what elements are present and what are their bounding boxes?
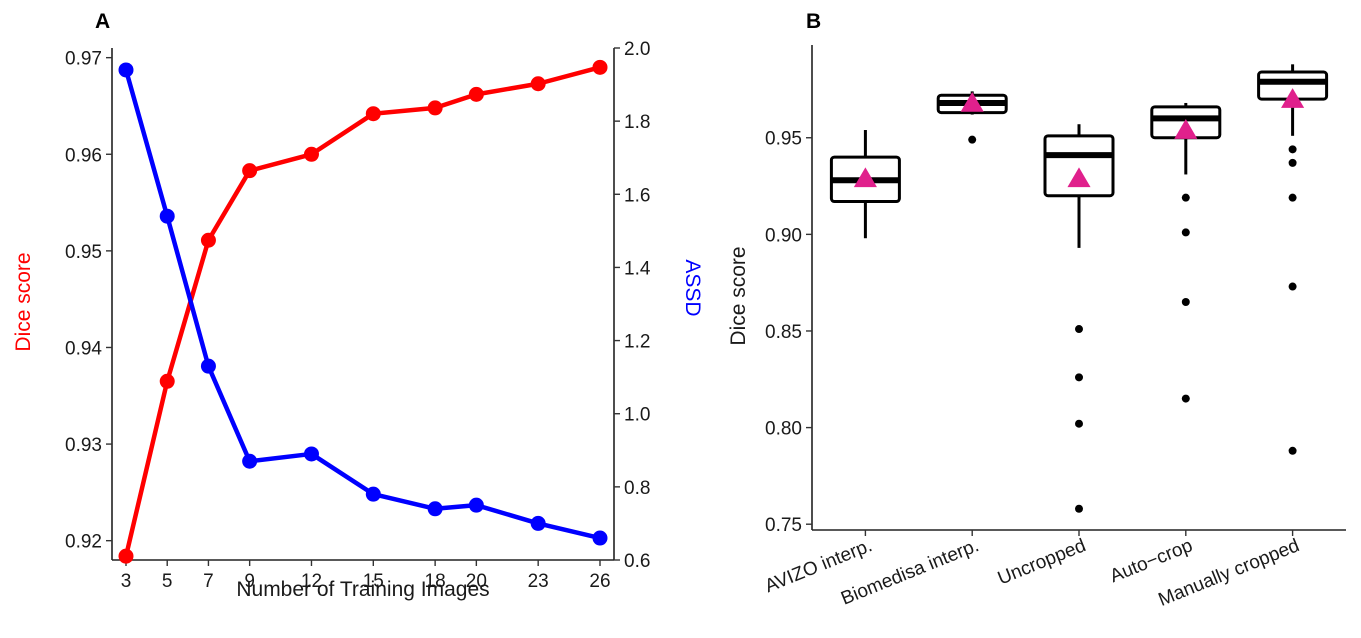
panel-a: A 3 5 7 9 12 15 18 20 23 26 0.92 0.93 0.94 0.95 0.96 0.… <box>12 10 704 601</box>
dice-series <box>118 59 608 564</box>
panel-b-y-tick-label: 0.75 <box>765 515 802 536</box>
box-plot <box>1043 124 1115 513</box>
outlier-point <box>1075 504 1083 513</box>
box-plot <box>1150 102 1222 403</box>
box-iqr <box>1043 134 1115 198</box>
panel-a-x-tick-label: 15 <box>363 571 384 592</box>
data-point <box>592 530 608 546</box>
panel-a-y-axis-title: Dice score <box>12 252 35 351</box>
outlier-point <box>1288 446 1297 455</box>
data-point <box>118 62 134 78</box>
panel-a-x-tick-label: 7 <box>203 571 214 592</box>
series-line <box>123 69 601 541</box>
panel-a-letter: A <box>95 10 110 33</box>
data-point <box>468 497 484 513</box>
panel-a-y-tick-label: 0.97 <box>65 49 102 70</box>
mean-marker <box>1281 88 1305 108</box>
data-point <box>530 76 546 92</box>
panel-b-y-tick-label: 0.90 <box>765 225 802 246</box>
panel-a-y-tick-label: 0.92 <box>65 532 102 553</box>
data-point <box>242 163 258 179</box>
box-plot <box>1257 64 1329 455</box>
panel-a-x-tick-label: 18 <box>425 571 446 592</box>
panel-a-y-tick-label: 0.93 <box>65 435 102 456</box>
panel-a-y-tick-label: 0.94 <box>65 338 102 359</box>
outlier-point <box>1288 282 1297 291</box>
outlier-point <box>1075 325 1083 334</box>
data-point <box>159 208 175 224</box>
panel-b-y-axis-title: Dice score <box>727 246 750 345</box>
data-point <box>200 232 216 248</box>
mean-marker <box>853 167 877 188</box>
panel-a-y2-tick-label: 1.6 <box>624 185 650 206</box>
panel-b-y-tick-label: 0.85 <box>765 322 802 343</box>
panel-a-y2-tick-label: 1.2 <box>624 332 650 353</box>
mean-marker <box>1067 167 1091 188</box>
data-point <box>303 446 319 462</box>
outlier-point <box>1288 145 1297 154</box>
outlier-point <box>1181 394 1190 403</box>
panel-b-x-tick-label: Uncropped <box>995 535 1089 589</box>
outlier-point <box>1181 297 1190 306</box>
box-plot <box>829 130 901 239</box>
panel-a-y-tick-label: 0.96 <box>65 145 102 166</box>
outlier-point <box>968 135 977 144</box>
data-point <box>303 146 319 162</box>
panel-b-y-tick-label: 0.95 <box>765 129 802 150</box>
data-point <box>468 86 484 102</box>
panel-a-y2-axis-title: ASSD <box>681 259 704 316</box>
outlier-point <box>1075 419 1083 428</box>
box-plot <box>936 91 1008 144</box>
outlier-point <box>1288 158 1297 167</box>
outlier-point <box>1181 228 1190 237</box>
outlier-point <box>1181 193 1190 202</box>
outlier-point <box>1075 373 1083 382</box>
panel-b-letter: B <box>806 10 821 33</box>
data-point <box>530 515 546 531</box>
panel-a-y-tick-label: 0.95 <box>65 242 102 263</box>
panel-a-x-tick-label: 20 <box>466 571 487 592</box>
panel-a-y2-tick-label: 1.4 <box>624 258 651 279</box>
data-point <box>242 453 258 469</box>
panel-a-x-tick-label: 12 <box>301 571 322 592</box>
data-point <box>427 100 443 116</box>
data-point <box>159 373 175 389</box>
data-point <box>365 486 381 502</box>
data-point <box>118 548 134 564</box>
assd-series <box>118 62 608 546</box>
data-point <box>592 59 608 75</box>
panel-b-y-tick-label: 0.80 <box>765 419 802 440</box>
mean-marker <box>960 91 984 112</box>
data-point <box>365 106 381 122</box>
panel-a-x-tick-label: 5 <box>162 571 173 592</box>
series-line <box>123 65 601 557</box>
outlier-point <box>1288 193 1297 202</box>
panel-a-y2-tick-label: 1.0 <box>624 405 650 426</box>
panel-a-x-axis-title: Number of Training Images <box>236 578 489 601</box>
data-point <box>427 501 443 517</box>
panel-a-x-tick-label: 23 <box>528 571 549 592</box>
panel-a-x-tick-label: 9 <box>244 571 255 592</box>
panel-a-y2-tick-label: 2.0 <box>624 39 650 60</box>
panel-a-x-tick-label: 26 <box>589 571 610 592</box>
panel-a-y2-tick-label: 1.8 <box>624 112 650 133</box>
data-point <box>200 358 216 374</box>
panel-a-y2-tick-label: 0.8 <box>624 478 650 499</box>
mean-marker <box>1174 119 1198 139</box>
panel-a-x-tick-label: 3 <box>121 571 132 592</box>
panel-a-y2-tick-label: 0.6 <box>624 551 650 572</box>
